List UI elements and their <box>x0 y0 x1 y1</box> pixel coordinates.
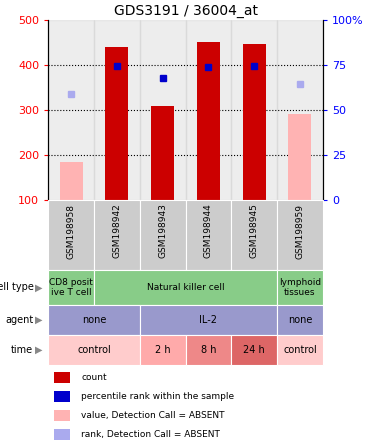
Bar <box>140 305 277 335</box>
Text: value, Detection Call = ABSENT: value, Detection Call = ABSENT <box>81 411 225 420</box>
Bar <box>151 107 174 200</box>
Bar <box>186 335 231 365</box>
Bar <box>231 20 277 200</box>
Text: control: control <box>77 345 111 355</box>
Text: IL-2: IL-2 <box>199 315 217 325</box>
Text: cell type: cell type <box>0 282 33 293</box>
Text: rank, Detection Call = ABSENT: rank, Detection Call = ABSENT <box>81 430 220 439</box>
Bar <box>54 410 70 421</box>
Text: 24 h: 24 h <box>243 345 265 355</box>
Bar <box>60 162 82 200</box>
Text: GSM198942: GSM198942 <box>112 203 121 258</box>
Text: GSM198959: GSM198959 <box>295 203 304 258</box>
Text: ▶: ▶ <box>35 345 43 355</box>
Bar <box>277 270 323 305</box>
Bar <box>48 200 94 270</box>
Text: Natural killer cell: Natural killer cell <box>147 283 224 292</box>
Bar <box>289 115 311 200</box>
Text: time: time <box>11 345 33 355</box>
Text: GDS3191 / 36004_at: GDS3191 / 36004_at <box>114 4 257 18</box>
Bar <box>277 335 323 365</box>
Bar <box>105 47 128 200</box>
Text: 8 h: 8 h <box>201 345 216 355</box>
Text: GSM198943: GSM198943 <box>158 203 167 258</box>
Bar <box>48 270 94 305</box>
Text: control: control <box>283 345 317 355</box>
Text: ▶: ▶ <box>35 282 43 293</box>
Text: count: count <box>81 373 107 382</box>
Bar <box>48 20 94 200</box>
Text: agent: agent <box>5 315 33 325</box>
Bar <box>140 335 186 365</box>
Bar <box>54 391 70 402</box>
Bar <box>277 20 323 200</box>
Bar <box>54 429 70 440</box>
Text: GSM198945: GSM198945 <box>250 203 259 258</box>
Text: GSM198944: GSM198944 <box>204 203 213 258</box>
Text: 2 h: 2 h <box>155 345 170 355</box>
Bar <box>94 200 140 270</box>
Text: lymphoid
tissues: lymphoid tissues <box>279 278 321 297</box>
Bar <box>94 270 277 305</box>
Text: CD8 posit
ive T cell: CD8 posit ive T cell <box>49 278 93 297</box>
Text: percentile rank within the sample: percentile rank within the sample <box>81 392 234 401</box>
Bar <box>140 20 186 200</box>
Bar <box>48 335 140 365</box>
Bar <box>277 305 323 335</box>
Bar <box>140 200 186 270</box>
Bar <box>243 44 266 200</box>
Bar <box>197 43 220 200</box>
Bar <box>54 372 70 383</box>
Text: ▶: ▶ <box>35 315 43 325</box>
Bar <box>186 20 231 200</box>
Bar <box>48 305 140 335</box>
Bar <box>231 200 277 270</box>
Bar <box>231 335 277 365</box>
Bar <box>94 20 140 200</box>
Text: none: none <box>288 315 312 325</box>
Bar <box>186 200 231 270</box>
Bar <box>277 200 323 270</box>
Text: GSM198958: GSM198958 <box>67 203 76 258</box>
Text: none: none <box>82 315 106 325</box>
